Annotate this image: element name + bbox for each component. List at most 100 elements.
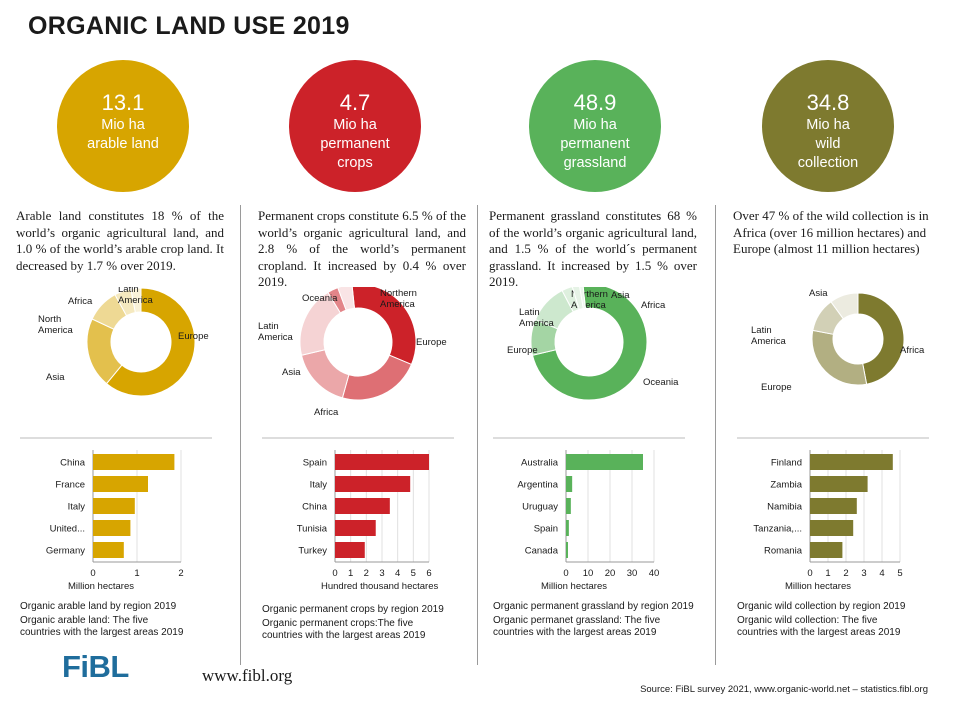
donut-caption: Organic permanent grassland by region 20… <box>493 601 694 612</box>
bar <box>810 454 893 470</box>
divider <box>477 205 478 665</box>
donut-label: America <box>380 299 416 310</box>
stat-label: Mio ha wild collection <box>797 117 859 171</box>
donut-label: Africa <box>900 345 925 356</box>
donut-slice <box>300 349 350 399</box>
donut-label: America <box>258 332 294 343</box>
fibl-logo: FiBL <box>62 649 129 684</box>
donut-label: Asia <box>611 290 630 301</box>
bar-chart-grassland: 0 10 20 30 40 Australia Argentina Uruguay Spain C… <box>493 437 685 592</box>
bar <box>566 454 643 470</box>
tick-label: 20 <box>605 568 616 579</box>
donut-label: Asia <box>809 288 828 299</box>
category-label: Uruguay <box>522 502 558 513</box>
tick-label: 5 <box>897 568 902 579</box>
donut-chart-grassland: OceaniaEuropeLatinAmericaNorthernAmerica… <box>507 287 679 401</box>
tick-label: 0 <box>563 568 568 579</box>
panel-arable: 13.1 Mio ha arable land Arable land cons… <box>16 55 231 665</box>
donut-slice <box>531 287 648 401</box>
donut-slice <box>130 287 142 314</box>
website-link[interactable]: www.fibl.org <box>202 666 293 685</box>
tick-label: 1 <box>825 568 830 579</box>
panel-description: Arable land constitutes 18 % of the worl… <box>16 208 224 273</box>
panel-description: Over 47 % of the wild collection is in A… <box>733 208 929 256</box>
category-label: Zambia <box>770 480 802 491</box>
donut-label: Northern <box>380 288 417 299</box>
x-axis-label: Million hectares <box>68 581 134 592</box>
bar <box>566 498 571 514</box>
category-label: China <box>302 502 328 513</box>
donut-label: Latin <box>118 287 139 295</box>
donut-label: Europe <box>507 345 538 356</box>
tick-label: 1 <box>134 568 139 579</box>
tick-label: 5 <box>411 568 416 579</box>
donut-label: America <box>519 318 555 329</box>
bar <box>93 542 124 558</box>
donut-label: North <box>38 314 61 325</box>
divider <box>240 205 241 665</box>
donut-label: America <box>118 295 154 306</box>
donut-label: Africa <box>68 296 93 307</box>
donut-label: Asia <box>46 372 65 383</box>
donut-label: Africa <box>314 407 339 418</box>
donut-label: America <box>751 336 787 347</box>
donut-slice <box>830 292 859 320</box>
bar <box>810 476 868 492</box>
tick-label: 4 <box>395 568 400 579</box>
donut-slice <box>857 292 905 385</box>
bar-caption: Organic permanent crops:The five countri… <box>262 618 426 641</box>
donut-label: Latin <box>519 307 540 318</box>
bar <box>566 520 569 536</box>
tick-label: 1 <box>348 568 353 579</box>
donut-label: Latin <box>751 325 772 336</box>
panel-wild: 34.8 Mio ha wild collection Over 47 % of… <box>733 55 948 665</box>
bar <box>93 520 131 536</box>
stat-label: Mio ha arable land <box>87 117 159 152</box>
donut-caption: Organic arable land by region 2019 <box>20 601 177 612</box>
tick-label: 0 <box>332 568 337 579</box>
tick-label: 2 <box>843 568 848 579</box>
tick-label: 0 <box>90 568 95 579</box>
donut-label: America <box>38 325 74 336</box>
donut-label: Africa <box>641 300 666 311</box>
tick-label: 10 <box>583 568 594 579</box>
category-label: Spain <box>303 458 327 469</box>
donut-label: Europe <box>178 331 209 342</box>
donut-label: Asia <box>282 367 301 378</box>
donut-label: Europe <box>416 337 447 348</box>
stat-label: Mio ha permanent grassland <box>560 117 630 171</box>
stat-circle-crops: 4.7 Mio ha permanent crops <box>289 60 421 192</box>
category-label: Germany <box>46 546 85 557</box>
donut-label: Oceania <box>302 293 338 304</box>
category-label: Turkey <box>298 546 327 557</box>
tick-label: 3 <box>379 568 384 579</box>
tick-label: 0 <box>807 568 812 579</box>
tick-label: 6 <box>426 568 431 579</box>
bar <box>566 476 573 492</box>
bar <box>335 454 429 470</box>
category-label: Italy <box>68 502 86 513</box>
donut-label: Oceania <box>643 377 679 388</box>
stat-circle-wild: 34.8 Mio ha wild collection <box>762 60 894 192</box>
bar-caption: Organic arable land: The five countries … <box>20 615 184 638</box>
bar <box>335 520 376 536</box>
divider <box>715 205 716 665</box>
category-label: France <box>55 480 85 491</box>
bar <box>335 498 390 514</box>
donut-label: Latin <box>258 321 279 332</box>
x-axis-label: Million hectares <box>541 581 607 592</box>
tick-label: 4 <box>879 568 884 579</box>
panel-description: Permanent grassland constitutes 68 % of … <box>489 208 697 289</box>
donut-label: America <box>571 300 607 311</box>
category-label: Finland <box>771 458 802 469</box>
source-note: Source: FiBL survey 2021, www.organic-wo… <box>640 684 928 695</box>
donut-caption: Organic wild collection by region 2019 <box>737 601 906 612</box>
donut-slice <box>337 287 355 311</box>
category-label: Italy <box>310 480 328 491</box>
stat-circle-arable: 13.1 Mio ha arable land <box>57 60 189 192</box>
category-label: United... <box>50 524 85 535</box>
category-label: Namibia <box>767 502 803 513</box>
bar <box>566 542 568 558</box>
